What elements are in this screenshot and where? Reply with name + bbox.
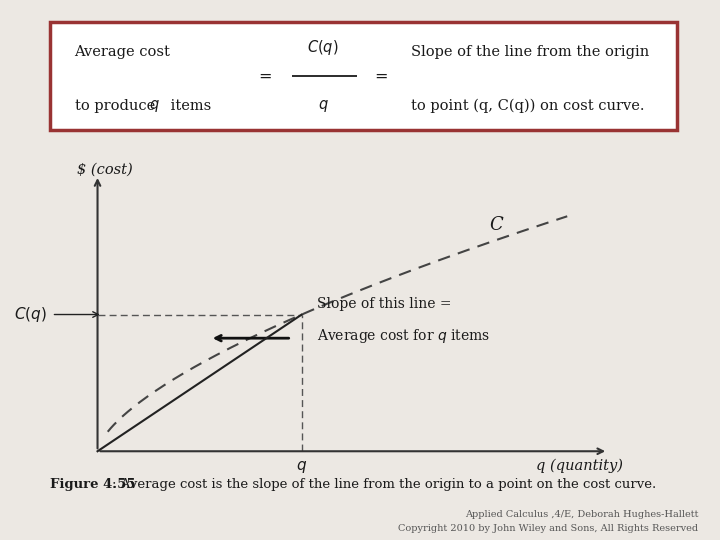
Text: : Average cost is the slope of the line from the origin to a point on the cost c: : Average cost is the slope of the line … <box>112 478 656 491</box>
Text: items: items <box>166 99 212 113</box>
Text: $ (cost): $ (cost) <box>77 163 133 177</box>
Text: Slope of the line from the origin: Slope of the line from the origin <box>410 45 649 59</box>
Text: $q$: $q$ <box>296 459 307 475</box>
Text: Applied Calculus ,4/E, Deborah Hughes-Hallett: Applied Calculus ,4/E, Deborah Hughes-Ha… <box>465 510 698 519</box>
Text: $q$: $q$ <box>149 98 159 114</box>
Text: Figure 4.55: Figure 4.55 <box>50 478 136 491</box>
Text: $C(q)$: $C(q)$ <box>14 305 47 324</box>
Text: Average cost: Average cost <box>74 45 171 59</box>
Text: to produce: to produce <box>76 99 161 113</box>
Text: C: C <box>489 215 503 234</box>
FancyBboxPatch shape <box>50 22 677 130</box>
Text: to point (q, C(q)) on cost curve.: to point (q, C(q)) on cost curve. <box>410 99 644 113</box>
Text: Slope of this line =: Slope of this line = <box>317 297 451 311</box>
Text: $C(q)$: $C(q)$ <box>307 38 338 57</box>
Text: $q$: $q$ <box>318 98 328 114</box>
Text: Copyright 2010 by John Wiley and Sons, All Rights Reserved: Copyright 2010 by John Wiley and Sons, A… <box>398 524 698 533</box>
Text: $=$: $=$ <box>371 67 387 84</box>
Text: Average cost for $q$ items: Average cost for $q$ items <box>317 327 490 345</box>
Text: q (quantity): q (quantity) <box>536 458 624 473</box>
Text: $=$: $=$ <box>255 67 272 84</box>
